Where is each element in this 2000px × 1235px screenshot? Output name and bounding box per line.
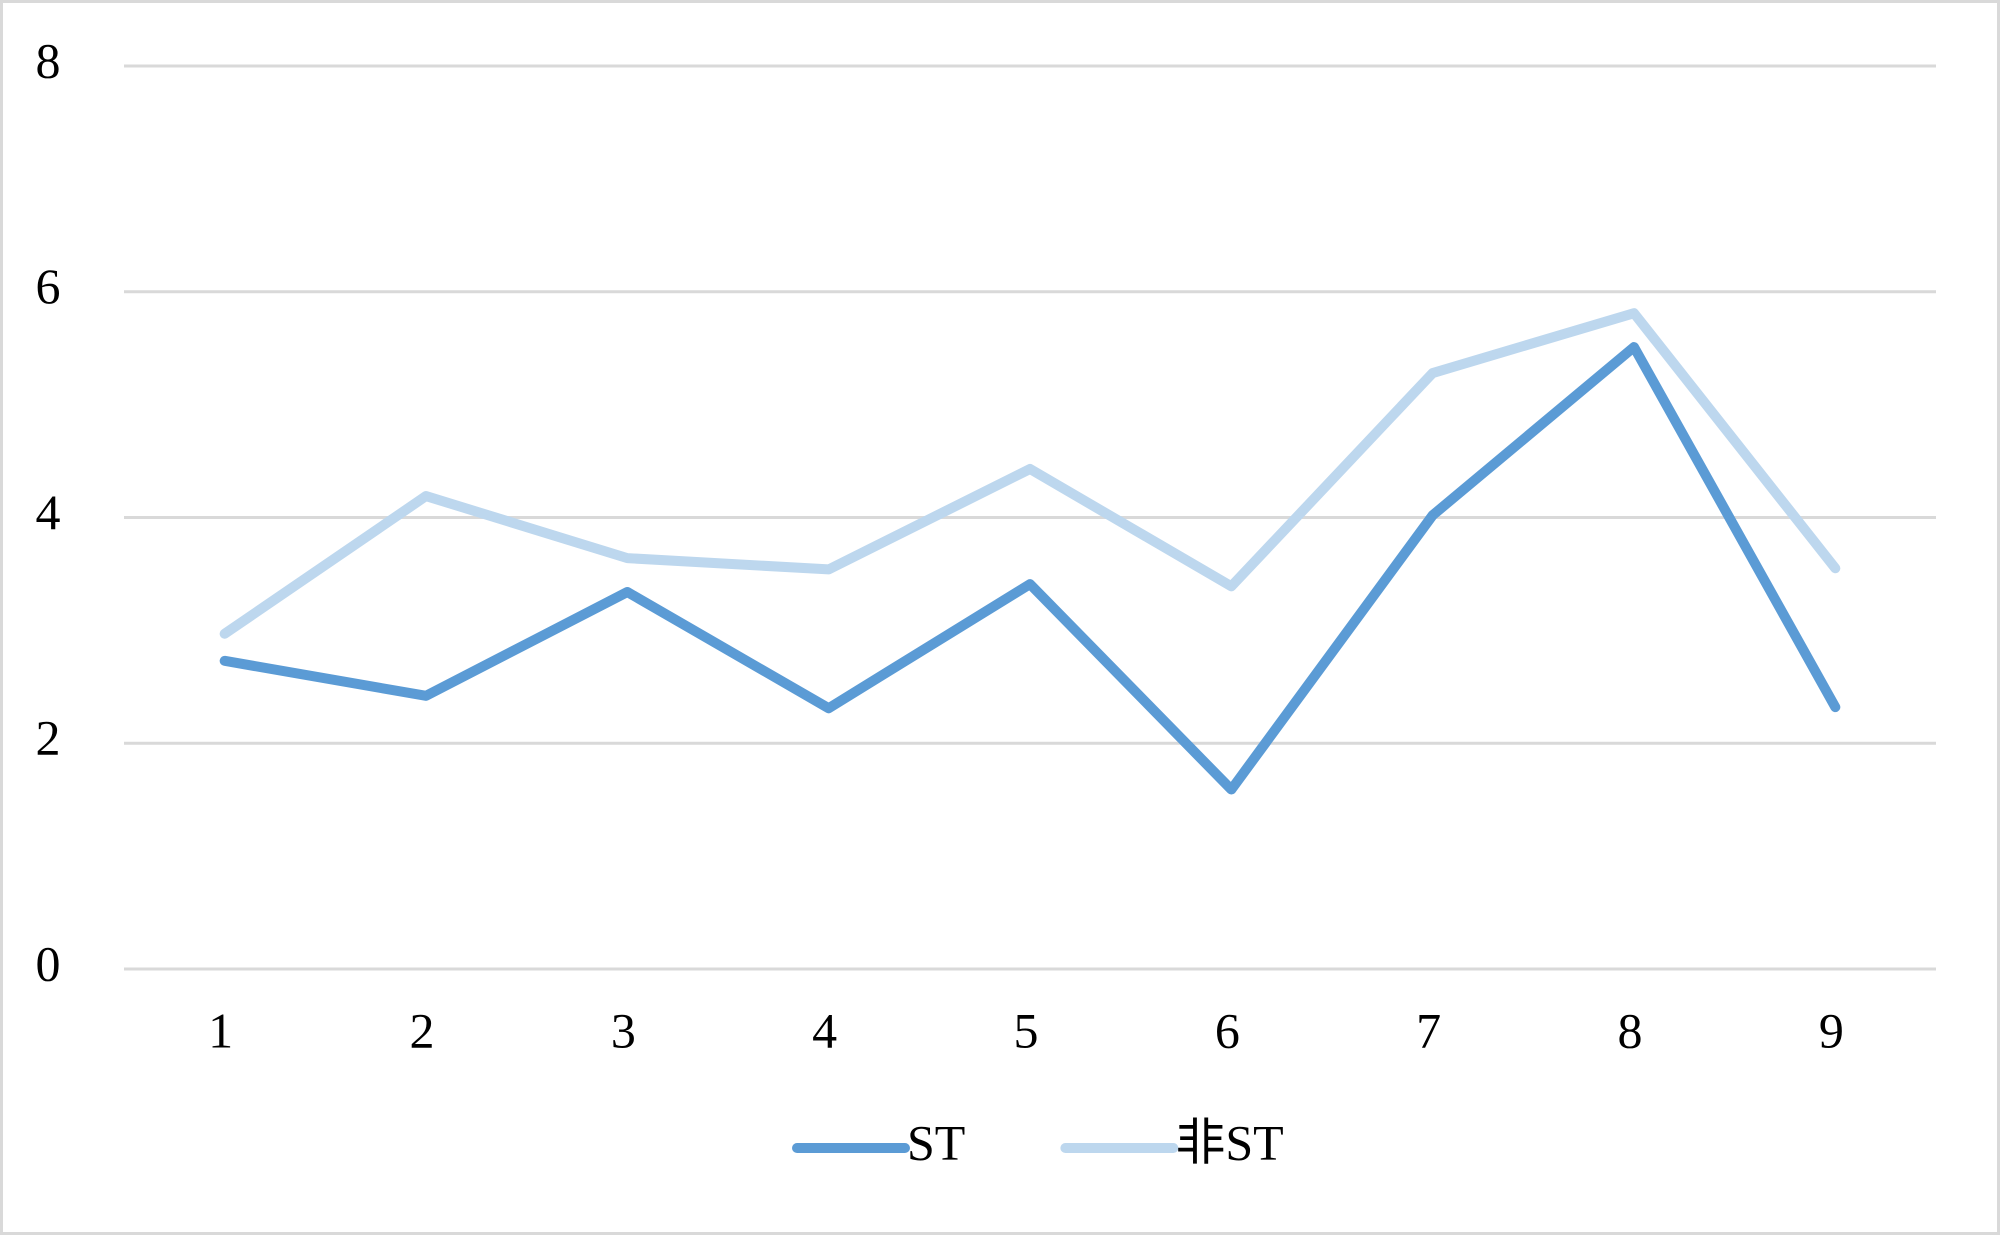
x-tick-label: 8	[1618, 1002, 1643, 1058]
x-tick-label: 1	[208, 1002, 233, 1058]
series-line	[219, 342, 1841, 795]
legend-label: ST	[907, 1114, 965, 1170]
series-line	[219, 308, 1841, 639]
x-tick-label: 7	[1416, 1002, 1441, 1058]
x-tick-label: 2	[410, 1002, 435, 1058]
legend-label: 非ST	[1175, 1114, 1283, 1170]
x-tick-label: 5	[1014, 1002, 1039, 1058]
y-tick-label: 8	[36, 32, 61, 88]
y-tick-label: 0	[36, 935, 61, 991]
y-tick-label: 2	[36, 710, 61, 766]
x-tick-label: 9	[1819, 1002, 1844, 1058]
x-tick-label: 6	[1215, 1002, 1240, 1058]
x-tick-label: 3	[611, 1002, 636, 1058]
y-tick-label: 6	[36, 258, 61, 314]
y-tick-label: 4	[36, 484, 61, 540]
x-tick-label: 4	[812, 1002, 837, 1058]
